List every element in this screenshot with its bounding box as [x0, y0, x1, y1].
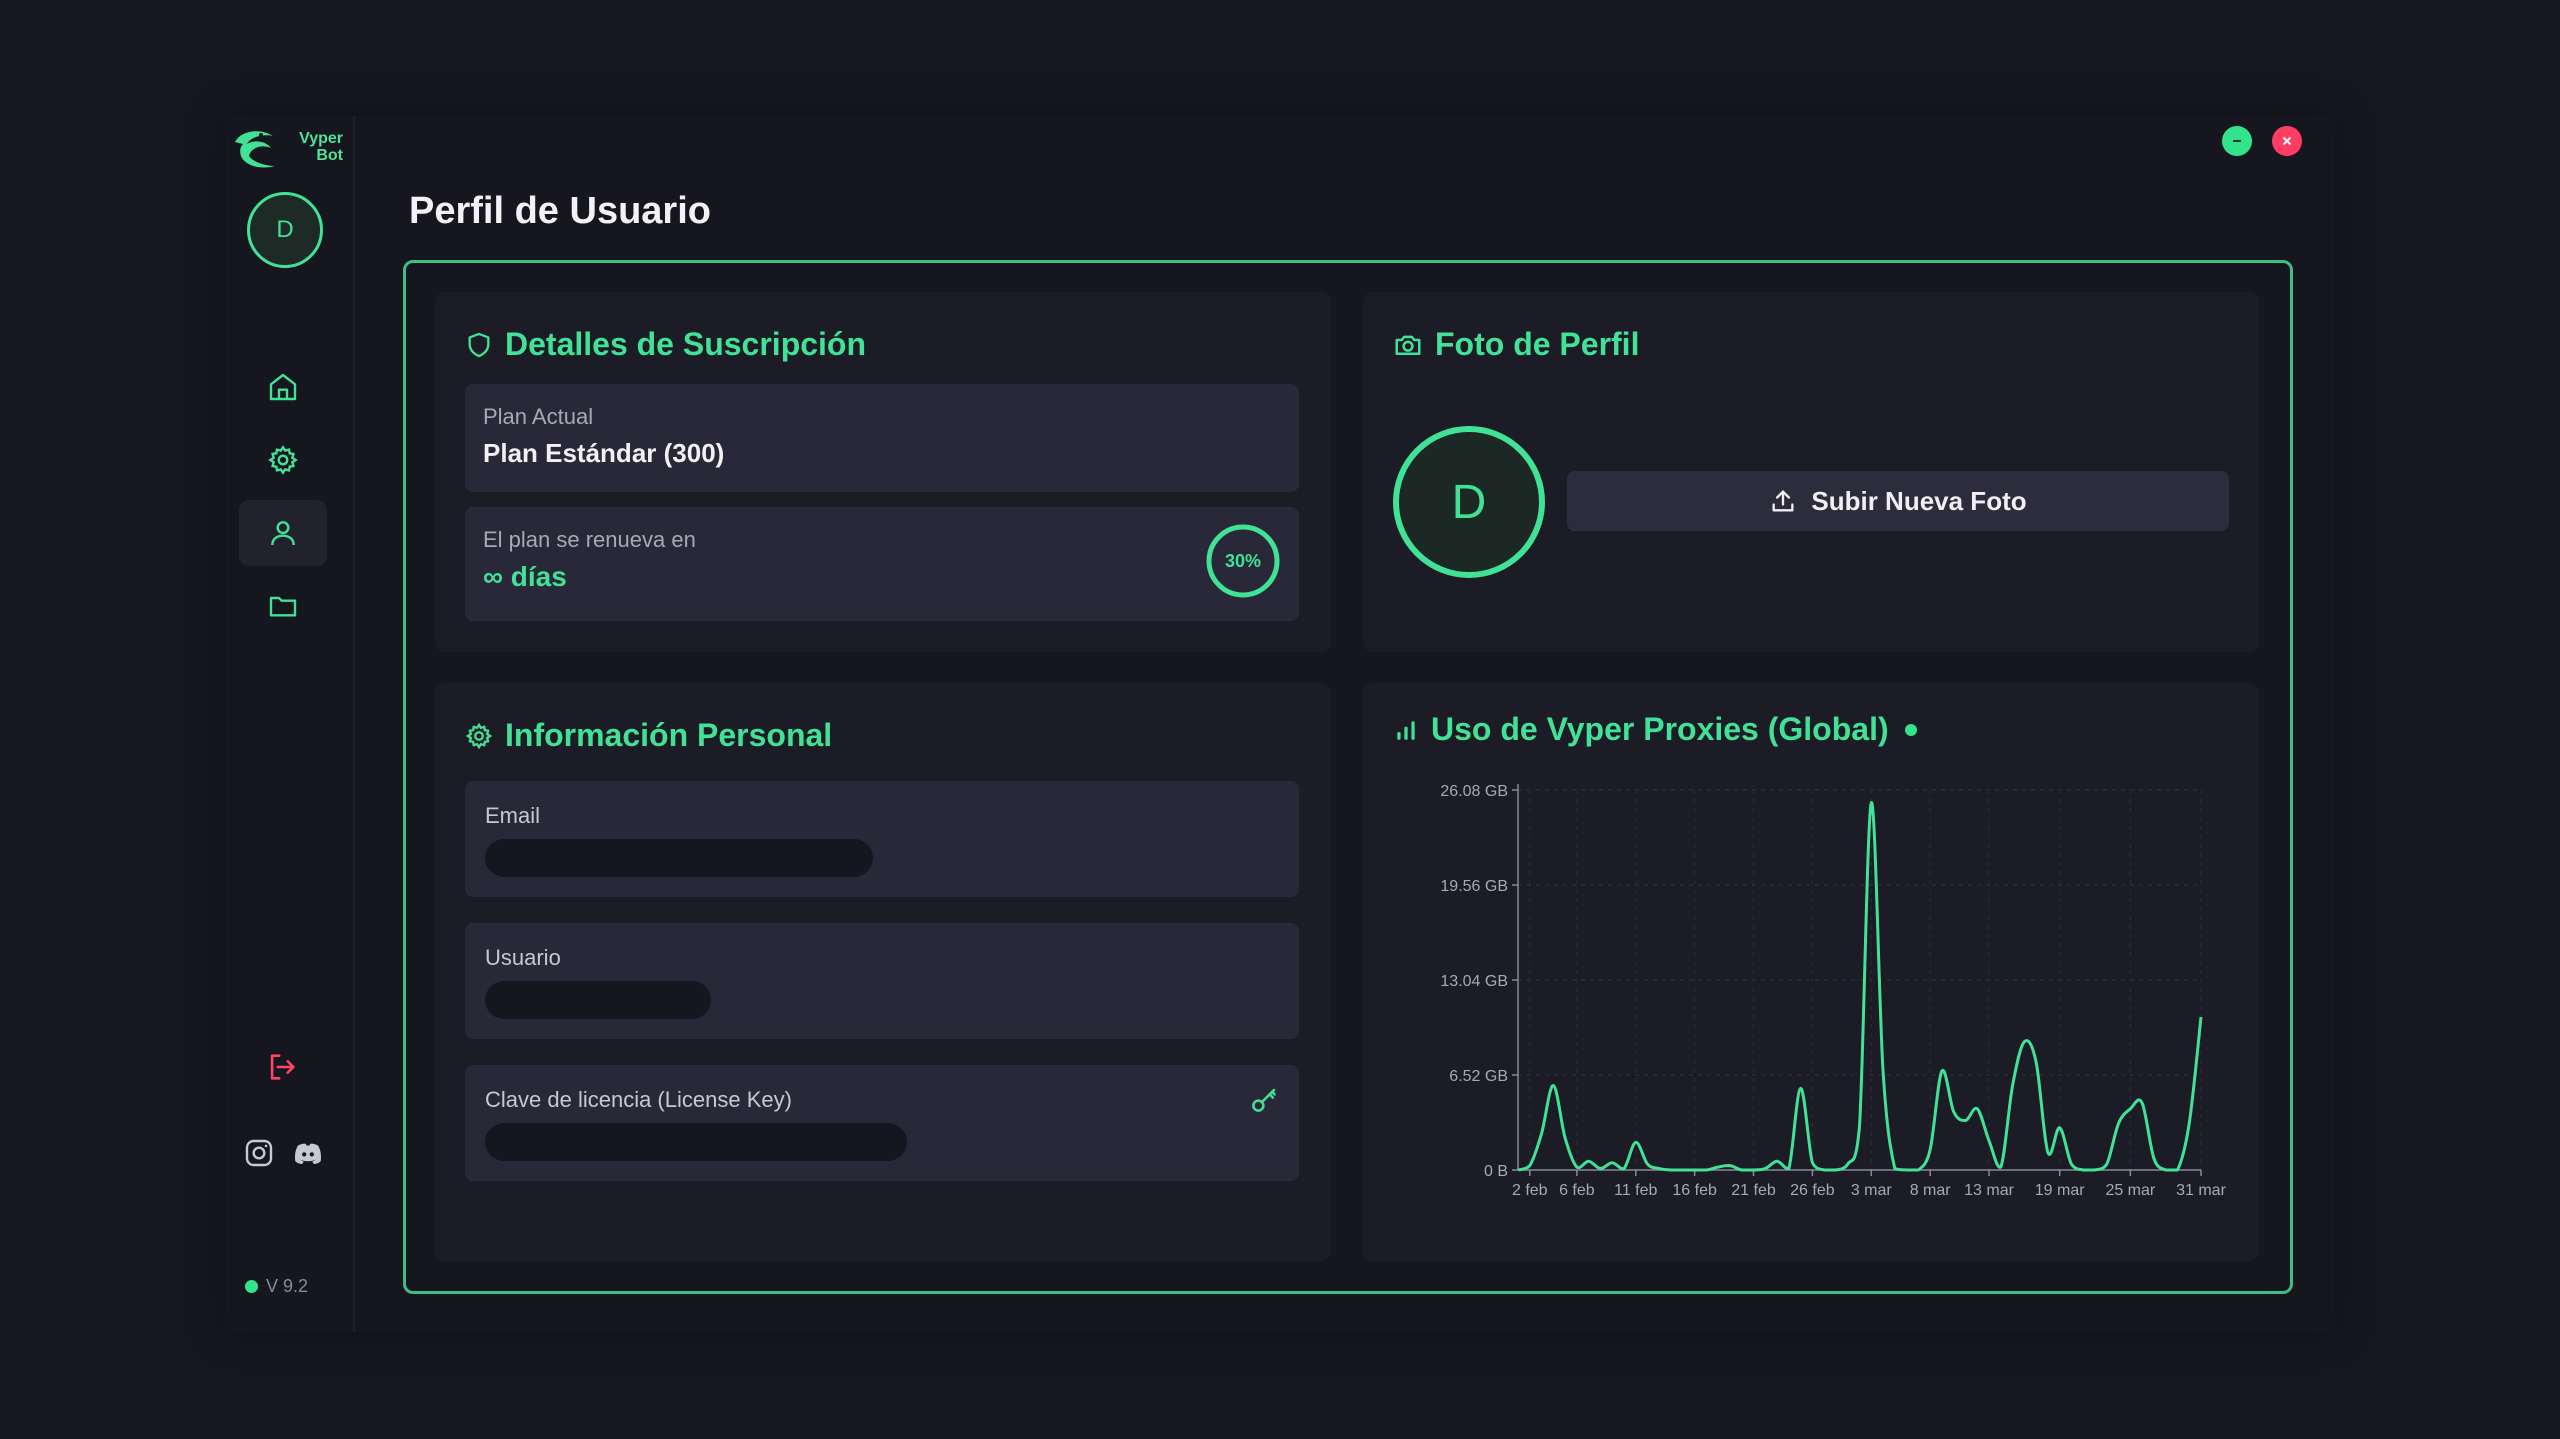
shield-icon — [468, 332, 490, 357]
email-label: Email — [485, 803, 541, 828]
instagram-icon — [245, 1139, 273, 1167]
email-value-redacted — [485, 839, 873, 877]
sidebar-item-files[interactable] — [239, 573, 327, 639]
y-tick-label: 0 B — [1484, 1163, 1508, 1180]
x-tick-label: 16 feb — [1672, 1182, 1717, 1199]
sidebar-item-settings[interactable] — [239, 427, 327, 493]
usage-line-chart: 0 B 6.52 GB 13.04 GB 19.56 GB 26.08 GB 2 feb 6… — [1440, 783, 2226, 1199]
app-logo[interactable]: Vyper Bot — [231, 122, 351, 172]
profile-photo-card: Foto de Perfil D Subir Nueva Foto — [1363, 292, 2259, 652]
x-tick-label: 26 feb — [1790, 1182, 1835, 1199]
usage-series-line — [1517, 801, 2203, 1172]
gear-icon — [268, 445, 298, 475]
x-tick-label: 3 mar — [1851, 1182, 1893, 1199]
username-field[interactable]: Usuario — [465, 923, 1299, 1039]
infinity-icon: ∞ — [483, 561, 503, 592]
current-plan-value: Plan Estándar (300) — [483, 438, 725, 468]
x-tick-label: 11 feb — [1614, 1182, 1657, 1199]
discord-link[interactable] — [291, 1137, 325, 1176]
y-tick-label: 13.04 GB — [1440, 973, 1508, 990]
gear-icon — [465, 722, 493, 749]
upload-photo-button[interactable]: Subir Nueva Foto — [1567, 471, 2229, 531]
renewal-value: ∞ días — [483, 561, 567, 593]
current-plan-field: Plan Actual Plan Estándar (300) — [465, 384, 1299, 492]
subscription-card: Detalles de Suscripción Plan Actual Plan… — [435, 292, 1331, 652]
x-tick-label: 13 mar — [1964, 1182, 2014, 1199]
sidebar-item-home[interactable] — [239, 354, 327, 420]
renewal-progress-text: 30% — [1224, 550, 1262, 571]
x-tick-label: 2 feb — [1512, 1182, 1548, 1199]
minimize-icon — [2233, 140, 2241, 142]
x-tick-label: 8 mar — [1910, 1182, 1952, 1199]
personal-info-title: Información Personal — [465, 717, 832, 754]
discord-icon — [294, 1143, 322, 1164]
sidebar-avatar[interactable]: D — [247, 192, 323, 268]
renewal-label: El plan se renueva en — [483, 527, 696, 552]
status-dot — [245, 1280, 258, 1293]
personal-info-title-text: Información Personal — [505, 717, 833, 753]
upload-photo-label: Subir Nueva Foto — [1811, 485, 2027, 516]
x-tick-label: 25 mar — [2105, 1182, 2155, 1199]
license-key-field[interactable]: Clave de licencia (License Key) — [465, 1065, 1299, 1181]
renewal-field: El plan se renueva en ∞ días 30% — [465, 507, 1299, 621]
bar-chart-icon — [1397, 720, 1415, 740]
app-version: V 9.2 — [245, 1276, 308, 1297]
y-tick-label: 19.56 GB — [1440, 878, 1508, 895]
renewal-progress-ring: 30% — [1205, 523, 1281, 599]
subscription-title: Detalles de Suscripción — [465, 326, 866, 363]
user-icon — [271, 521, 295, 546]
x-tick-label: 19 mar — [2035, 1182, 2085, 1199]
instagram-link[interactable] — [243, 1137, 275, 1174]
y-tick-label: 6.52 GB — [1449, 1068, 1508, 1085]
sidebar: Vyper Bot D V 9.2 — [225, 116, 355, 1332]
license-key-value-redacted — [485, 1123, 907, 1161]
profile-panel: Detalles de Suscripción Plan Actual Plan… — [403, 260, 2293, 1294]
y-tick-label: 26.08 GB — [1440, 783, 1508, 800]
key-icon[interactable] — [1249, 1085, 1279, 1115]
home-icon — [269, 373, 297, 401]
profile-photo-title-text: Foto de Perfil — [1435, 326, 1640, 362]
profile-photo-title: Foto de Perfil — [1393, 326, 1639, 363]
license-key-label: Clave de licencia (License Key) — [485, 1087, 792, 1112]
snake-logo-icon — [235, 131, 275, 168]
camera-icon — [1395, 335, 1421, 355]
x-tick-label: 21 feb — [1731, 1182, 1776, 1199]
app-logo-text: Vyper Bot — [299, 130, 343, 164]
username-value-redacted — [485, 981, 711, 1019]
renewal-unit: días — [510, 561, 567, 592]
live-indicator-dot — [1904, 723, 1917, 736]
current-plan-label: Plan Actual — [483, 404, 594, 429]
close-icon — [2282, 136, 2292, 146]
minimize-button[interactable] — [2222, 126, 2252, 156]
personal-info-card: Información Personal Email Usuario Clave… — [435, 683, 1331, 1261]
page-title: Perfil de Usuario — [409, 190, 711, 232]
version-label: V 9.2 — [266, 1276, 309, 1296]
proxy-usage-title-text: Uso de Vyper Proxies (Global) — [1431, 711, 1889, 747]
username-label: Usuario — [485, 945, 561, 970]
proxy-usage-title: Uso de Vyper Proxies (Global) — [1393, 711, 1917, 748]
proxy-usage-card: Uso de Vyper Proxies (Global) 0 B 6.52 GB… — [1363, 683, 2259, 1261]
subscription-title-text: Detalles de Suscripción — [505, 326, 867, 362]
profile-avatar[interactable]: D — [1393, 426, 1545, 578]
email-field[interactable]: Email — [465, 781, 1299, 897]
folder-icon — [269, 596, 297, 617]
close-button[interactable] — [2272, 126, 2302, 156]
x-tick-label: 6 feb — [1559, 1182, 1595, 1199]
upload-icon — [1772, 490, 1794, 512]
x-tick-label: 31 mar — [2176, 1182, 2226, 1199]
logout-icon — [270, 1054, 295, 1080]
sidebar-item-profile[interactable] — [239, 500, 327, 566]
app-window: Vyper Bot D V 9.2 — [225, 116, 2335, 1332]
logout-button[interactable] — [265, 1050, 299, 1089]
